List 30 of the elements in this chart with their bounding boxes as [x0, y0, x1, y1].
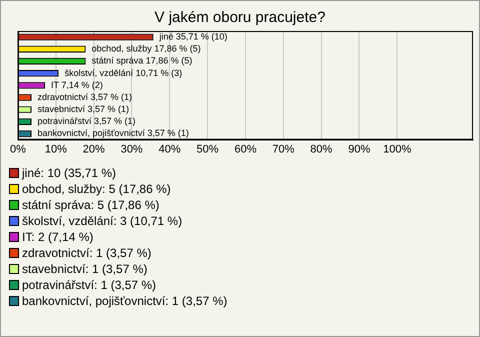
data-label: obchod, služby 17,86 % (5) [92, 44, 201, 54]
x-tick-label: 50% [196, 143, 219, 156]
legend-label: bankovnictví, pojišťovnictví: 1 (3,57 %) [22, 294, 228, 308]
x-tick-label: 0% [10, 143, 26, 156]
data-label: IT 7,14 % (2) [51, 80, 103, 90]
legend-label: potravinářství: 1 (3,57 %) [22, 278, 156, 292]
x-tick-label: 70% [272, 143, 295, 156]
x-tick-label: 100% [383, 143, 412, 156]
x-tick-label: 40% [158, 143, 181, 156]
x-tick-label: 30% [120, 143, 143, 156]
x-tick-label: 10% [44, 143, 68, 156]
chart-title: V jakém oboru pracujete? [154, 8, 326, 28]
x-tick-label: 90% [348, 143, 370, 156]
legend-label: zdravotnictví: 1 (3,57 %) [22, 246, 152, 260]
data-label: bankovnictví, pojišťovnictví 3,57 % (1) [37, 128, 189, 138]
data-label: státní správa 17,86 % (5) [92, 56, 192, 66]
data-label: stavebnictví 3,57 % (1) [37, 104, 130, 114]
legend-label: státní správa: 5 (17,86 %) [22, 198, 160, 212]
data-label: školství, vzdělání 10,71 % (3) [64, 68, 182, 78]
x-tick-label: 20% [82, 143, 106, 156]
data-label: zdravotnictví 3,57 % (1) [37, 92, 132, 102]
legend-label: obchod, služby: 5 (17,86 %) [22, 182, 171, 196]
data-label: jiné 35,71 % (10) [158, 32, 228, 42]
x-tick-label: 60% [234, 143, 257, 156]
data-label: potravinářství 3,57 % (1) [37, 116, 136, 126]
x-tick-label: 80% [310, 143, 333, 156]
legend-label: školství, vzdělání: 3 (10,71 %) [22, 214, 182, 228]
legend-label: stavebnictví: 1 (3,57 %) [22, 262, 148, 276]
legend-label: IT: 2 (7,14 %) [22, 230, 94, 244]
legend-label: jiné: 10 (35,71 %) [22, 166, 116, 180]
